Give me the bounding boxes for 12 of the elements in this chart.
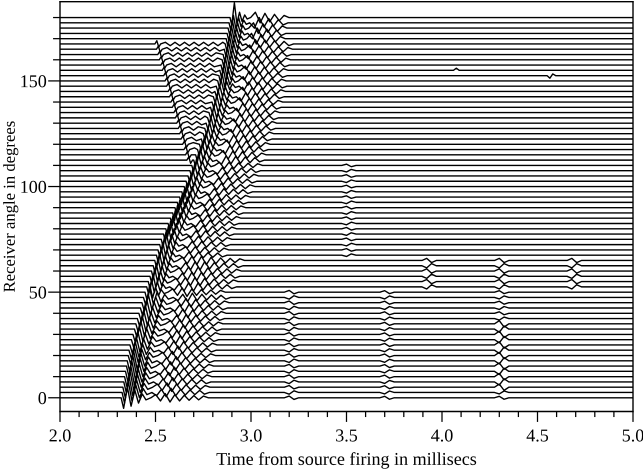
y-tick-label: 150: [21, 75, 46, 88]
x-axis-title: Time from source firing in millisecs: [216, 452, 476, 469]
y-tick-label: 50: [30, 286, 46, 299]
x-tick-label: 4.5: [526, 430, 548, 442]
y-tick-label: 0: [38, 392, 46, 404]
x-tick-label: 3.5: [336, 429, 358, 442]
x-tick-label: 4.0: [431, 429, 453, 442]
x-tick-label: 2.5: [145, 429, 166, 442]
x-tick-label: 2.0: [50, 429, 71, 442]
y-axis-title: Receiver angle in degrees: [3, 121, 18, 292]
y-tick-label: 100: [21, 180, 46, 193]
x-tick-label: 3.0: [240, 429, 262, 442]
